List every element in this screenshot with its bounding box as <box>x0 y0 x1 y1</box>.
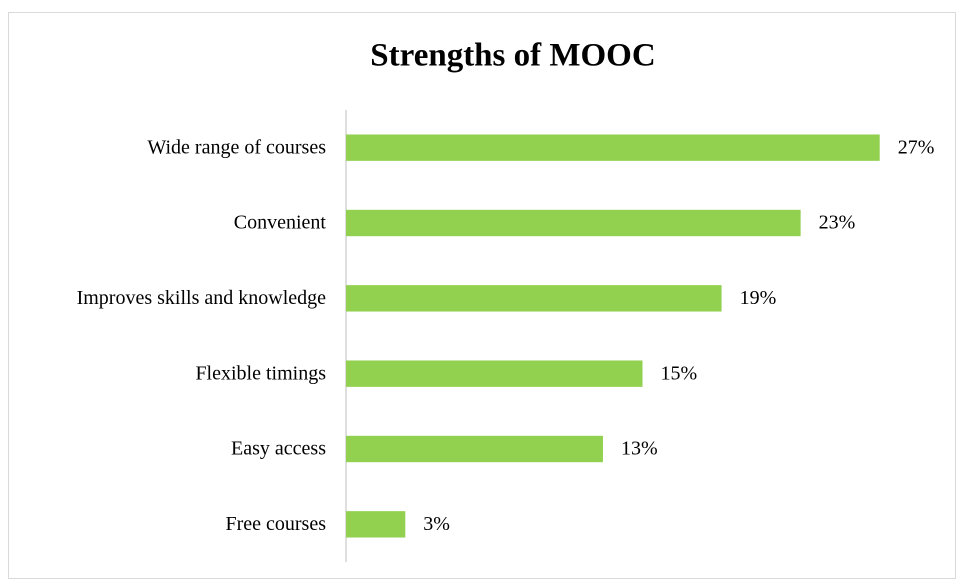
data-label: 23% <box>819 212 856 234</box>
data-label: 19% <box>740 287 777 309</box>
data-label: 3% <box>423 513 450 535</box>
bar <box>346 435 603 463</box>
y-tick-label: Flexible timings <box>195 362 326 384</box>
bar <box>346 209 801 237</box>
bar <box>346 285 722 312</box>
chart-title: Strengths of MOOC <box>370 38 655 74</box>
bar <box>346 134 880 161</box>
y-tick-label: Free courses <box>225 513 326 535</box>
data-label: 13% <box>621 438 658 460</box>
y-tick-label: Convenient <box>234 212 327 234</box>
data-label: 27% <box>898 136 935 158</box>
y-tick-label: Wide range of courses <box>147 136 326 158</box>
data-label: 15% <box>661 362 698 384</box>
y-tick-label: Improves skills and knowledge <box>77 287 327 309</box>
y-tick-label: Easy access <box>231 438 326 460</box>
bar <box>346 511 406 538</box>
bar <box>346 360 643 387</box>
